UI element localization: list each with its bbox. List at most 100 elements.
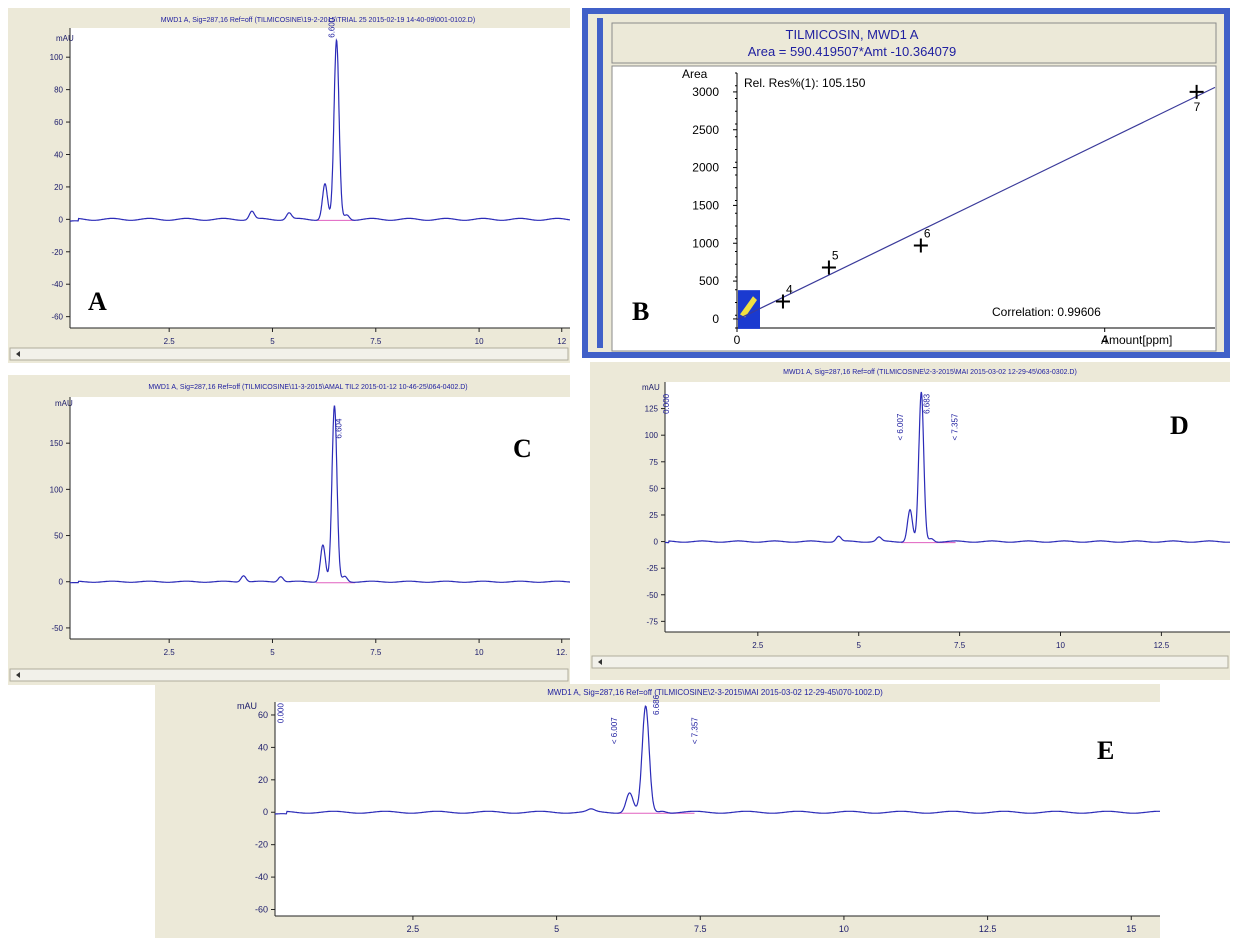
scrollbar-a[interactable] — [9, 347, 569, 361]
chromatogram-trace — [665, 391, 1230, 544]
y-tick-label: -60 — [51, 313, 63, 322]
panel-label-d: D — [1170, 411, 1189, 440]
chart-d-marks: 125 100 75 50 25 0 -25 -50 -75 2.5 5 7.5 10 12.5 < 6.0… — [645, 382, 1230, 650]
peak-label: < 7.357 — [951, 413, 960, 440]
scroll-left-arrow-icon[interactable] — [16, 351, 20, 357]
y-tick-label: 1000 — [692, 236, 719, 250]
y-tick-label: 25 — [649, 511, 658, 520]
peak-label: 6.600 — [327, 17, 336, 38]
y-tick-label: 500 — [699, 274, 719, 288]
y-tick-label: -20 — [51, 248, 63, 257]
y-tick-label: -25 — [646, 564, 658, 573]
calibration-equation: Area = 590.419507*Amt -10.364079 — [748, 44, 957, 59]
scrollbar-c[interactable] — [9, 668, 569, 682]
calibration-x-label: Amount[ppm] — [1101, 333, 1172, 347]
chart-c-marks: 150 100 50 0 -50 2.5 5 7.5 10 12. 6.604 — [50, 397, 570, 657]
chromatogram-panel-d: MWD1 A, Sig=287,16 Ref=off (TILMICOSINE\… — [590, 362, 1230, 680]
x-tick-label: 5 — [270, 337, 275, 346]
chromatogram-panel-c: MWD1 A, Sig=287,16 Ref=off (TILMICOSINE\… — [8, 375, 570, 685]
y-tick-label: 40 — [54, 150, 63, 159]
chart-e-marks: 60 40 20 0 -20 -40 -60 2.5 5 7.5 10 12.5 15 < 6.007 6.… — [255, 694, 1160, 934]
calibration-point — [775, 294, 790, 309]
y-tick-label: 100 — [50, 485, 64, 494]
plot-area-c — [70, 397, 570, 639]
peak-label: 6.686 — [652, 694, 661, 715]
y-tick-label: 0 — [654, 538, 659, 547]
y-tick-label: 0 — [712, 312, 719, 326]
y-tick-label: -50 — [646, 591, 658, 600]
point-label: 6 — [924, 227, 931, 241]
y-tick-label: 20 — [258, 775, 268, 785]
x-tick-label: 2.5 — [407, 924, 420, 934]
chart-e-y-unit: mAU — [237, 701, 257, 711]
x-tick-label: 0 — [734, 333, 741, 347]
scroll-left-arrow-icon[interactable] — [16, 672, 20, 678]
y-tick-label: -20 — [255, 840, 268, 850]
chart-d: MWD1 A, Sig=287,16 Ref=off (TILMICOSINE\… — [590, 362, 1230, 680]
point-label: 7 — [1194, 100, 1201, 114]
panel-label-e: E — [1097, 736, 1114, 765]
y-tick-label: 0 — [59, 578, 64, 587]
chart-a-marks: 100 80 60 40 20 0 -20 -40 -60 2.5 5 7.5 10 12 6.600 — [50, 17, 570, 346]
x-tick-label: 12.5 — [1154, 641, 1170, 650]
chart-c: MWD1 A, Sig=287,16 Ref=off (TILMICOSINE\… — [8, 375, 570, 685]
panel-label-a: A — [88, 287, 107, 316]
y-tick-label: 125 — [645, 405, 659, 414]
x-tick-label: 5 — [554, 924, 559, 934]
chart-e-header: MWD1 A, Sig=287,16 Ref=off (TILMICOSINE\… — [547, 688, 883, 697]
low-level-points-highlight — [740, 296, 757, 318]
x-tick-label: 7.5 — [954, 641, 966, 650]
y-tick-label: 100 — [645, 431, 659, 440]
calibration-title: TILMICOSIN, MWD1 A — [786, 27, 919, 42]
chart-b-marks: 3000 2500 2000 1500 1000 500 0 0 4 4 5 6 7 — [692, 72, 1216, 347]
chart-d-header: MWD1 A, Sig=287,16 Ref=off (TILMICOSINE\… — [783, 369, 1077, 376]
y-tick-label: 20 — [54, 183, 63, 192]
chromatogram-panel-a: MWD1 A, Sig=287,16 Ref=off (TILMICOSINE\… — [8, 8, 570, 363]
y-tick-label: -40 — [51, 280, 63, 289]
panel-b-side-bar — [597, 18, 603, 348]
chromatogram-trace — [69, 38, 570, 222]
y-tick-label: 3000 — [692, 85, 719, 99]
y-tick-label: -50 — [51, 624, 63, 633]
peak-label: < 7.357 — [690, 717, 699, 744]
y-tick-label: 150 — [50, 439, 64, 448]
calibration-panel-b: TILMICOSIN, MWD1 A Area = 590.419507*Amt… — [582, 8, 1230, 358]
point-label: 4 — [786, 283, 793, 297]
chart-a-header: MWD1 A, Sig=287,16 Ref=off (TILMICOSINE\… — [161, 17, 475, 24]
plot-area-a — [70, 28, 570, 328]
y-tick-label: 75 — [649, 458, 658, 467]
scrollbar-d[interactable] — [591, 655, 1229, 669]
scroll-left-arrow-icon[interactable] — [598, 659, 602, 665]
chart-a-y-unit: mAU — [56, 34, 74, 43]
correlation-text: Correlation: 0.99606 — [992, 305, 1101, 319]
calibration-point — [821, 260, 836, 275]
y-tick-label: -75 — [646, 617, 658, 626]
x-tick-label: 7.5 — [370, 337, 382, 346]
calibration-title-box — [611, 22, 1217, 64]
x-tick-label: 2.5 — [164, 337, 176, 346]
y-tick-label: 0 — [263, 807, 268, 817]
panel-label-c: C — [513, 434, 532, 463]
x-tick-label: 5 — [270, 648, 275, 657]
panel-label-b: B — [632, 297, 649, 326]
chromatogram-trace — [69, 405, 570, 584]
x-tick-label: 2.5 — [752, 641, 764, 650]
peak-label: 6.604 — [334, 418, 343, 439]
y-tick-label: 2500 — [692, 123, 719, 137]
chart-c-header: MWD1 A, Sig=287,16 Ref=off (TILMICOSINE\… — [148, 384, 467, 391]
y-tick-label: 40 — [258, 742, 268, 752]
x-tick-label: 7.5 — [694, 924, 707, 934]
y-tick-label: 100 — [50, 53, 64, 62]
peak-label: 6.683 — [922, 393, 931, 414]
x-tick-label: 5 — [856, 641, 861, 650]
x-tick-label: 10 — [839, 924, 849, 934]
x-tick-label: 4 — [1101, 333, 1108, 347]
chart-c-y-unit: mAU — [55, 399, 73, 408]
y-tick-label: -60 — [255, 905, 268, 915]
y-tick-label: 50 — [54, 532, 63, 541]
peak-label: < 6.007 — [896, 413, 905, 440]
chart-a: MWD1 A, Sig=287,16 Ref=off (TILMICOSINE\… — [8, 8, 570, 363]
calibration-point — [1189, 84, 1204, 99]
y-tick-label: 60 — [258, 710, 268, 720]
y-tick-label: 60 — [54, 118, 63, 127]
